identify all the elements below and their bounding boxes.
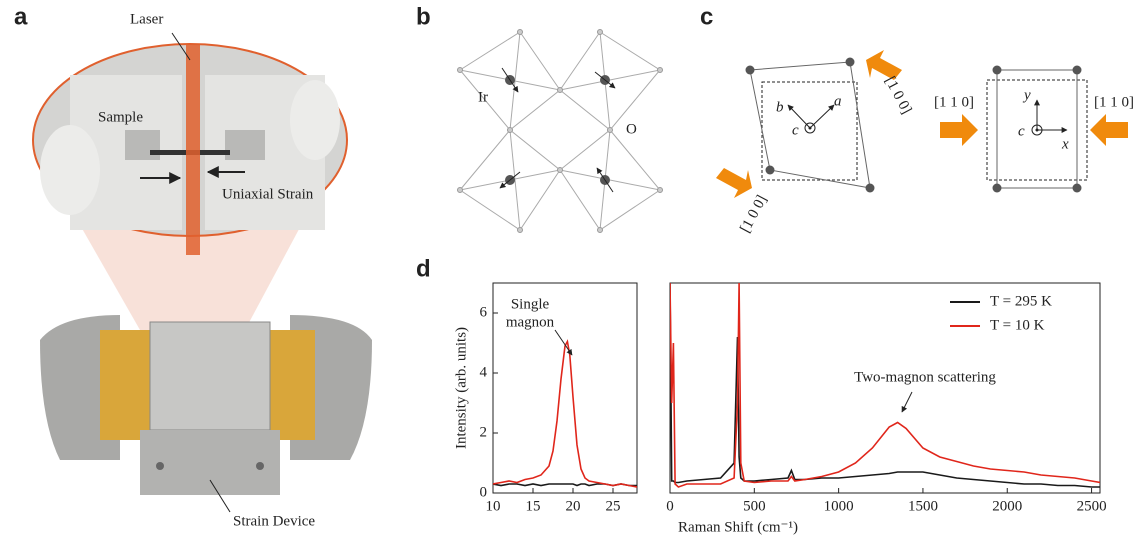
label: O: [626, 121, 637, 137]
piezo: [265, 330, 315, 440]
annotation: Two-magnon scattering: [854, 369, 996, 385]
strain-arrow: [716, 168, 752, 198]
series-line: [493, 342, 637, 488]
sample-hole: [225, 130, 265, 160]
legend-label: T = 10 K: [990, 317, 1045, 333]
x-tick-label: 500: [743, 498, 766, 514]
x-tick-label: 25: [606, 498, 621, 514]
laser-beam: [186, 45, 200, 255]
direction: [1 0 0]: [881, 74, 914, 117]
legend-label: T = 295 K: [990, 293, 1052, 309]
panel-a: a Laser Sample Uniaxial Strain Strain De…: [14, 3, 372, 529]
axis-label: b: [776, 99, 784, 115]
label: Uniaxial Strain: [222, 186, 314, 202]
axis-label: y: [1022, 87, 1031, 103]
x-axis-label: Raman Shift (cm⁻¹): [678, 519, 798, 535]
strain-arrow: [940, 114, 978, 146]
panel-label: c: [700, 3, 713, 30]
device-top: [150, 322, 270, 430]
y-tick-label: 2: [480, 424, 488, 440]
piezo: [100, 330, 150, 440]
axis-label: x: [1061, 136, 1069, 152]
panel-c: c a b c [1 0 0] [1 0 0] y c x [1 1 0] [1…: [700, 3, 1134, 235]
screw: [290, 80, 340, 160]
x-tick-label: 15: [526, 498, 541, 514]
panel-b: b Ir O: [416, 3, 663, 232]
axis-label: a: [834, 93, 842, 109]
panel-label: b: [416, 3, 431, 30]
label: Strain Device: [233, 513, 315, 529]
strain-arrow: [1090, 114, 1128, 146]
panel-d: d: [416, 255, 431, 282]
unstrained-cell: [762, 82, 857, 180]
x-tick-label: 0: [666, 498, 674, 514]
axis-out: [1036, 129, 1039, 132]
x-tick-label: 1500: [908, 498, 938, 514]
direction: [1 0 0]: [737, 193, 770, 236]
axis-out: [809, 127, 812, 130]
label: Sample: [98, 109, 143, 125]
axis-label: c: [792, 122, 799, 138]
y-tick-label: 4: [480, 364, 488, 380]
y-tick-label: 0: [480, 484, 488, 500]
x-tick-label: 10: [486, 498, 501, 514]
x-tick-label: 2500: [1077, 498, 1107, 514]
figure: a Laser Sample Uniaxial Strain Strain De…: [0, 0, 1136, 541]
annotation-arrow: [555, 330, 572, 355]
screw: [40, 125, 100, 215]
panel-label: a: [14, 3, 28, 30]
annotation-arrow: [902, 392, 912, 412]
panel-label: d: [416, 255, 431, 282]
direction: [1 1 0]: [1094, 94, 1134, 110]
hole: [256, 462, 264, 470]
label: Laser: [130, 11, 163, 27]
annotation: Single: [511, 296, 550, 312]
axis-label: c: [1018, 123, 1025, 139]
annotation: magnon: [506, 314, 555, 330]
hole: [156, 462, 164, 470]
x-tick-label: 1000: [824, 498, 854, 514]
x-tick-label: 2000: [992, 498, 1022, 514]
y-tick-label: 6: [480, 304, 488, 320]
x-tick-label: 20: [566, 498, 581, 514]
direction: [1 1 0]: [934, 94, 974, 110]
y-axis-label: Intensity (arb. units): [453, 327, 469, 449]
label: Ir: [478, 89, 488, 105]
atoms: [746, 58, 875, 193]
plot-lines: [493, 342, 637, 488]
sample-hole: [125, 130, 160, 160]
